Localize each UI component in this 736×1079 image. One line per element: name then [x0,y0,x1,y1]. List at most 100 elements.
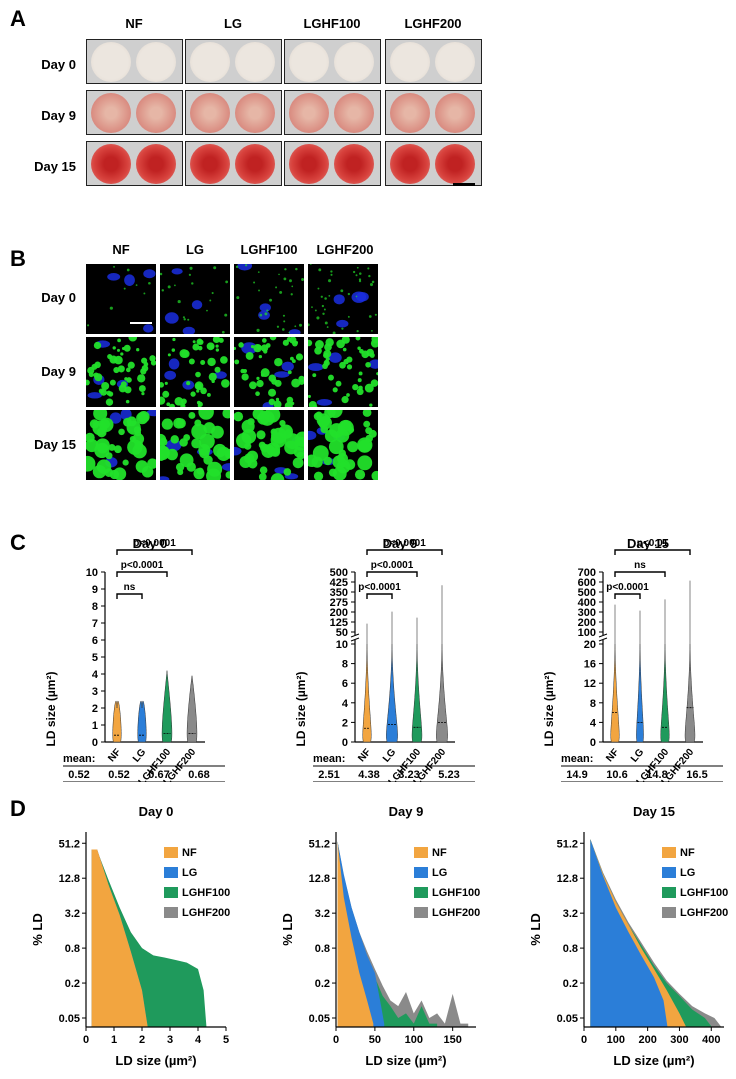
panel-letter-b: B [10,246,26,271]
lipid-droplet [358,280,362,283]
legend-label: LGHF200 [432,907,480,919]
y-tick-label: 300 [578,607,596,619]
legend-swatch-LGHF200 [164,907,178,918]
y-tick-label: 350 [330,587,348,599]
lipid-droplet [100,388,107,396]
nucleus [191,300,203,310]
y-tick-label: 12.8 [59,873,80,885]
lipid-droplet [118,428,125,436]
nucleus [168,358,180,370]
legend-label: LGHF100 [432,887,480,899]
x-tick-label: 4 [195,1034,202,1046]
x-tick-label: 400 [702,1034,720,1046]
y-tick-label: 0.05 [309,1013,330,1025]
lipid-droplet [270,473,285,480]
lipid-droplet [332,466,347,480]
b-row-label-day15: Day 15 [34,437,76,452]
lipid-droplet [347,426,355,434]
lipid-droplet [166,448,178,461]
lipid-droplet [355,295,358,298]
lipid-droplet [236,296,240,300]
mean-value: 4.38 [358,769,379,781]
culture-well [190,144,230,184]
significance-bracket [116,593,143,599]
lipid-droplet [291,359,296,364]
culture-well [390,144,430,184]
lipid-droplet [96,459,112,474]
lipid-droplet [376,372,378,376]
confocal-drawing [234,410,304,480]
culture-well [435,93,475,133]
nucleus [274,371,290,378]
lipid-droplet [291,285,294,288]
culture-well [289,93,329,133]
confocal-image [160,264,230,334]
significance-bracket [116,549,193,555]
lipid-droplet [117,365,125,373]
lipid-droplet [196,400,201,405]
lipid-droplet [112,346,116,350]
lipid-droplet [275,286,278,289]
culture-well [435,42,475,82]
legend-label: NF [182,847,197,859]
culture-well [91,93,131,133]
lipid-droplet [322,312,325,315]
y-tick-label: 7 [92,618,98,630]
lipid-droplet [135,284,138,287]
nucleus [164,370,177,380]
lipid-droplet [207,461,223,477]
mean-value: 16.5 [686,769,707,781]
lipid-droplet [371,470,378,480]
nucleus [143,269,156,279]
significance-bracket [116,571,168,577]
lipid-droplet [214,366,221,373]
lipid-droplet [109,355,118,364]
y-tick-label: 8 [92,601,98,613]
lipid-droplet [166,402,171,407]
lipid-droplet [362,410,372,417]
confocal-scale-bar [130,322,152,324]
significance-label: p<0.0001 [358,582,401,593]
lipid-droplet [283,277,287,281]
lipid-droplet [323,308,326,311]
lipid-droplet [171,348,176,352]
confocal-drawing [308,264,377,334]
lipid-droplet [101,381,110,391]
lipid-droplet [370,379,378,387]
lipid-droplet [93,341,102,350]
culture-well [136,144,176,184]
lipid-droplet [213,266,217,270]
lipid-droplet [220,356,228,364]
lipid-droplet [87,324,90,327]
x-tick-label: 0 [333,1034,339,1046]
legend-label: NF [680,847,695,859]
lipid-droplet [94,361,101,369]
lipid-droplet [325,356,330,362]
lipid-droplet [324,429,338,443]
culture-well [136,93,176,133]
plate-image [86,39,183,84]
lipid-droplet [291,378,301,388]
lipid-droplet [299,323,303,327]
x-tick-label: LG [381,747,398,765]
lipid-droplet [198,410,214,420]
legend-label: NF [432,847,447,859]
lipid-droplet [330,273,333,276]
lipid-droplet [264,312,268,316]
panel-letter-c: C [10,530,26,555]
lipid-droplet [188,273,191,276]
x-tick-label: 3 [167,1034,173,1046]
b-col-label-lghf100: LGHF100 [240,242,298,257]
culture-well [390,93,430,133]
lipid-droplet [182,316,186,319]
lipid-droplet [174,396,184,406]
confocal-image [160,410,230,480]
lipid-droplet [191,282,194,285]
legend-label: LG [680,867,695,879]
lipid-droplet [308,323,310,327]
lipid-droplet [356,329,359,333]
lipid-droplet [296,451,304,460]
scale-bar [453,183,475,186]
lipid-droplet [274,357,283,367]
